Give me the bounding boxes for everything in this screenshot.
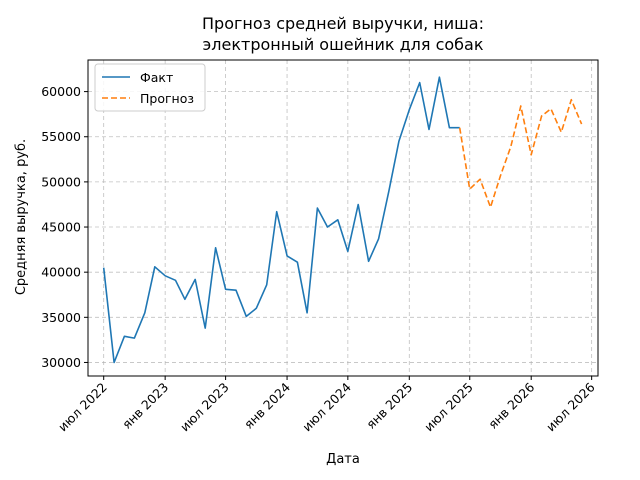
- series-line-forecast: [458, 98, 583, 208]
- x-tick-label: янв 2024: [241, 379, 293, 431]
- x-tick-label: янв 2026: [485, 379, 537, 431]
- x-axis-label: Дата: [326, 452, 360, 467]
- y-axis-label: Средняя выручка, руб.: [14, 139, 29, 295]
- x-tick-label: июл 2024: [299, 379, 354, 434]
- y-tick-label: 60000: [41, 84, 81, 99]
- legend-box: [94, 63, 206, 112]
- legend-label-forecast: Прогноз: [140, 91, 194, 106]
- x-tick-label: янв 2023: [119, 380, 171, 432]
- x-tick-label: июл 2026: [543, 379, 598, 434]
- legend-label-fact: Факт: [140, 70, 173, 85]
- plot-area: [87, 59, 599, 377]
- series-layer: [102, 76, 583, 364]
- y-tick-label: 50000: [41, 174, 81, 189]
- x-tick-label: июл 2023: [177, 380, 232, 435]
- series-line-fact: [102, 76, 460, 364]
- y-tick-label: 40000: [41, 265, 81, 280]
- x-tick-label: янв 2025: [363, 380, 415, 432]
- y-tick-label: 45000: [41, 220, 81, 235]
- x-tick-label: июл 2025: [421, 380, 476, 435]
- y-tick-label: 35000: [41, 310, 81, 325]
- chart-title-line-2: электронный ошейник для собак: [202, 35, 483, 54]
- y-tick-label: 30000: [41, 355, 81, 370]
- chart-title-line-1: Прогноз средней выручки, ниша:: [202, 14, 484, 33]
- y-tick-label: 55000: [41, 129, 81, 144]
- legend: Факт Прогноз: [94, 63, 206, 112]
- x-tick-label: июл 2022: [55, 380, 110, 435]
